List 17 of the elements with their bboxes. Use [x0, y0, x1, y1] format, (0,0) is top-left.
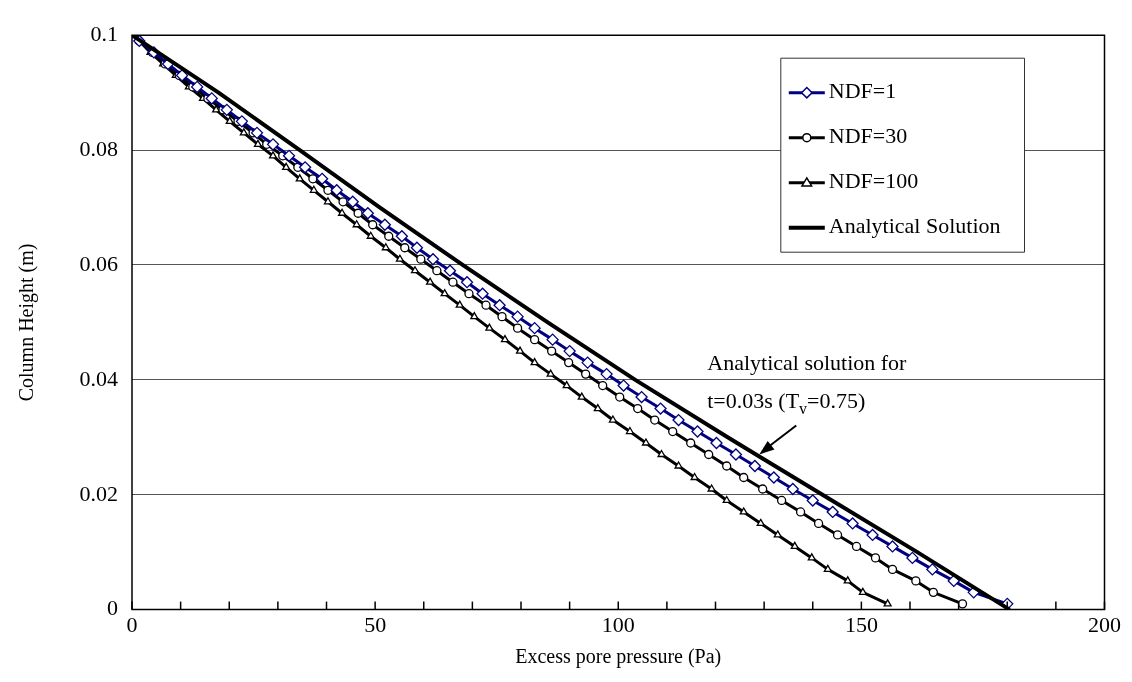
y-tick-label: 0.02 [79, 480, 118, 506]
legend-label: NDF=100 [828, 168, 919, 194]
legend-label: Analytical Solution [828, 213, 1001, 239]
x-tick-label: 100 [601, 611, 635, 637]
legend-label: NDF=30 [828, 123, 908, 149]
x-tick-label: 50 [364, 611, 387, 637]
y-tick-label: 0.04 [79, 365, 118, 391]
x-tick-label: 0 [126, 611, 138, 637]
x-axis-title: Excess pore pressure (Pa) [515, 645, 722, 669]
x-tick-label: 200 [1088, 611, 1121, 637]
x-tick-label: 150 [844, 611, 878, 637]
y-tick-label: 0.1 [90, 20, 118, 46]
y-axis-title: Column Height (m) [15, 243, 39, 402]
y-tick-label: 0.06 [79, 250, 118, 276]
legend-label: NDF=1 [828, 78, 897, 104]
y-tick-label: 0.08 [79, 135, 118, 161]
y-tick-label: 0 [107, 595, 118, 621]
